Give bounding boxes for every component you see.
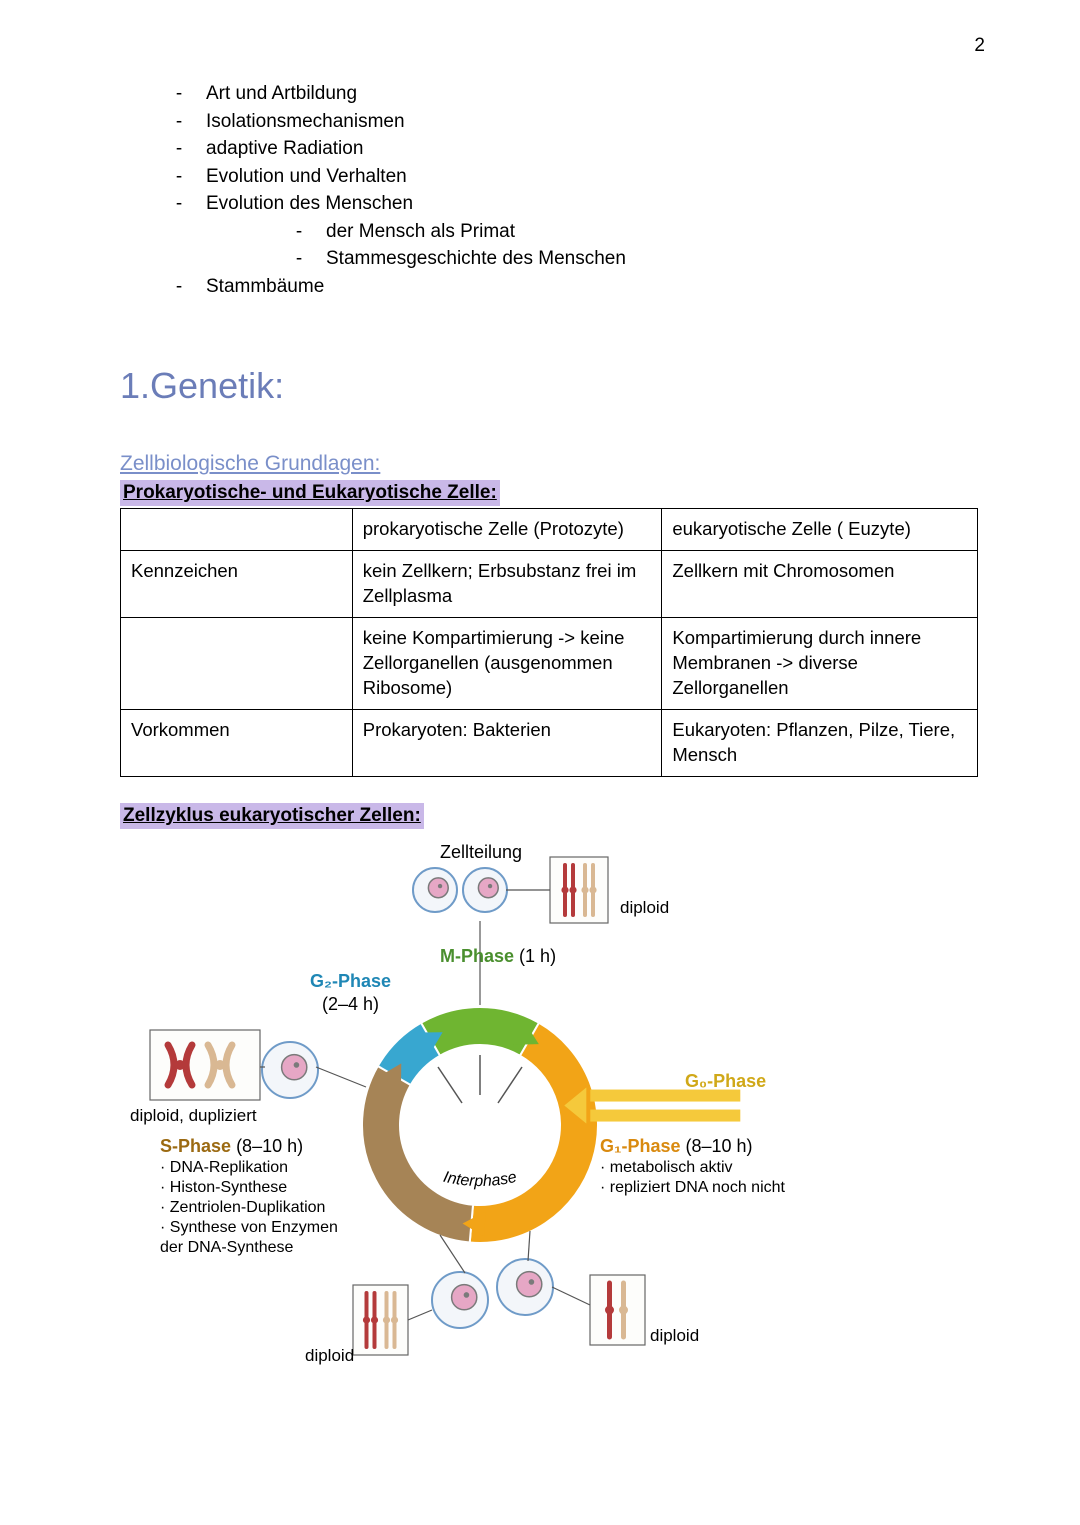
list-item: -adaptive Radiation — [174, 135, 970, 163]
table-cell: Kompartimierung durch innere Membranen -… — [662, 618, 978, 710]
table-cell: kein Zellkern; Erbsubstanz frei im Zellp… — [352, 551, 662, 618]
list-item: -Evolution des Menschen — [174, 190, 970, 218]
table-cell: Kennzeichen — [121, 551, 353, 618]
g1phase-details: metabolisch aktiv repliziert DNA noch ni… — [600, 1158, 810, 1198]
table-cell: keine Kompartimierung -> keine Zellorgan… — [352, 618, 662, 710]
table-row: keine Kompartimierung -> keine Zellorgan… — [121, 618, 978, 710]
section-title: 1.Genetik: — [120, 365, 970, 407]
list-item: -Isolationsmechanismen — [174, 108, 970, 136]
table-cell: eukaryotische Zelle ( Euzyte) — [662, 509, 978, 551]
table-cell — [121, 618, 353, 710]
list-subitem: -der Mensch als Primat — [294, 218, 970, 246]
table-cell: Prokaryoten: Bakterien — [352, 710, 662, 777]
label-mphase: M-Phase (1 h) — [440, 945, 556, 968]
table-heading: Prokaryotische- und Eukaryotische Zelle: — [120, 480, 500, 506]
table-cell: Vorkommen — [121, 710, 353, 777]
label-g1phase: G₁-Phase (8–10 h) — [600, 1135, 753, 1158]
page-number: 2 — [974, 35, 985, 57]
label-g2phase: G₂-Phase (2–4 h) — [310, 970, 391, 1015]
list-subitem: -Stammesgeschichte des Menschen — [294, 245, 970, 273]
table-row: Vorkommen Prokaryoten: Bakterien Eukaryo… — [121, 710, 978, 777]
bullet-list: -Art und Artbildung -Isolationsmechanism… — [174, 80, 970, 300]
list-item: -Stammbäume — [174, 273, 970, 301]
table-cell: Eukaryoten: Pflanzen, Pilze, Tiere, Mens… — [662, 710, 978, 777]
table-row: Kennzeichen kein Zellkern; Erbsubstanz f… — [121, 551, 978, 618]
list-item: -Evolution und Verhalten — [174, 163, 970, 191]
table-cell: prokaryotische Zelle (Protozyte) — [352, 509, 662, 551]
table-cell: Zellkern mit Chromosomen — [662, 551, 978, 618]
label-diploid-bottom-left: diploid — [305, 1345, 354, 1366]
label-diploid-bottom-right: diploid — [650, 1325, 699, 1346]
cycle-heading: Zellzyklus eukaryotischer Zellen: — [120, 803, 424, 829]
cell-cycle-diagram: Interphase Zellteilung diploid M-Phase (… — [130, 835, 830, 1375]
label-zellteilung: Zellteilung — [440, 841, 522, 864]
label-diploid-top: diploid — [620, 897, 669, 918]
label-diploid-dupliziert: diploid, dupliziert — [130, 1105, 257, 1126]
subsection-title: Zellbiologische Grundlagen: — [120, 452, 970, 476]
sphase-details: DNA-Replikation Histon-Synthese Zentriol… — [160, 1158, 350, 1258]
table-row: prokaryotische Zelle (Protozyte) eukaryo… — [121, 509, 978, 551]
label-sphase: S-Phase (8–10 h) — [160, 1135, 303, 1158]
label-g0phase: G₀-Phase — [685, 1070, 766, 1093]
comparison-table: prokaryotische Zelle (Protozyte) eukaryo… — [120, 508, 978, 777]
table-cell — [121, 509, 353, 551]
list-item: -Art und Artbildung — [174, 80, 970, 108]
